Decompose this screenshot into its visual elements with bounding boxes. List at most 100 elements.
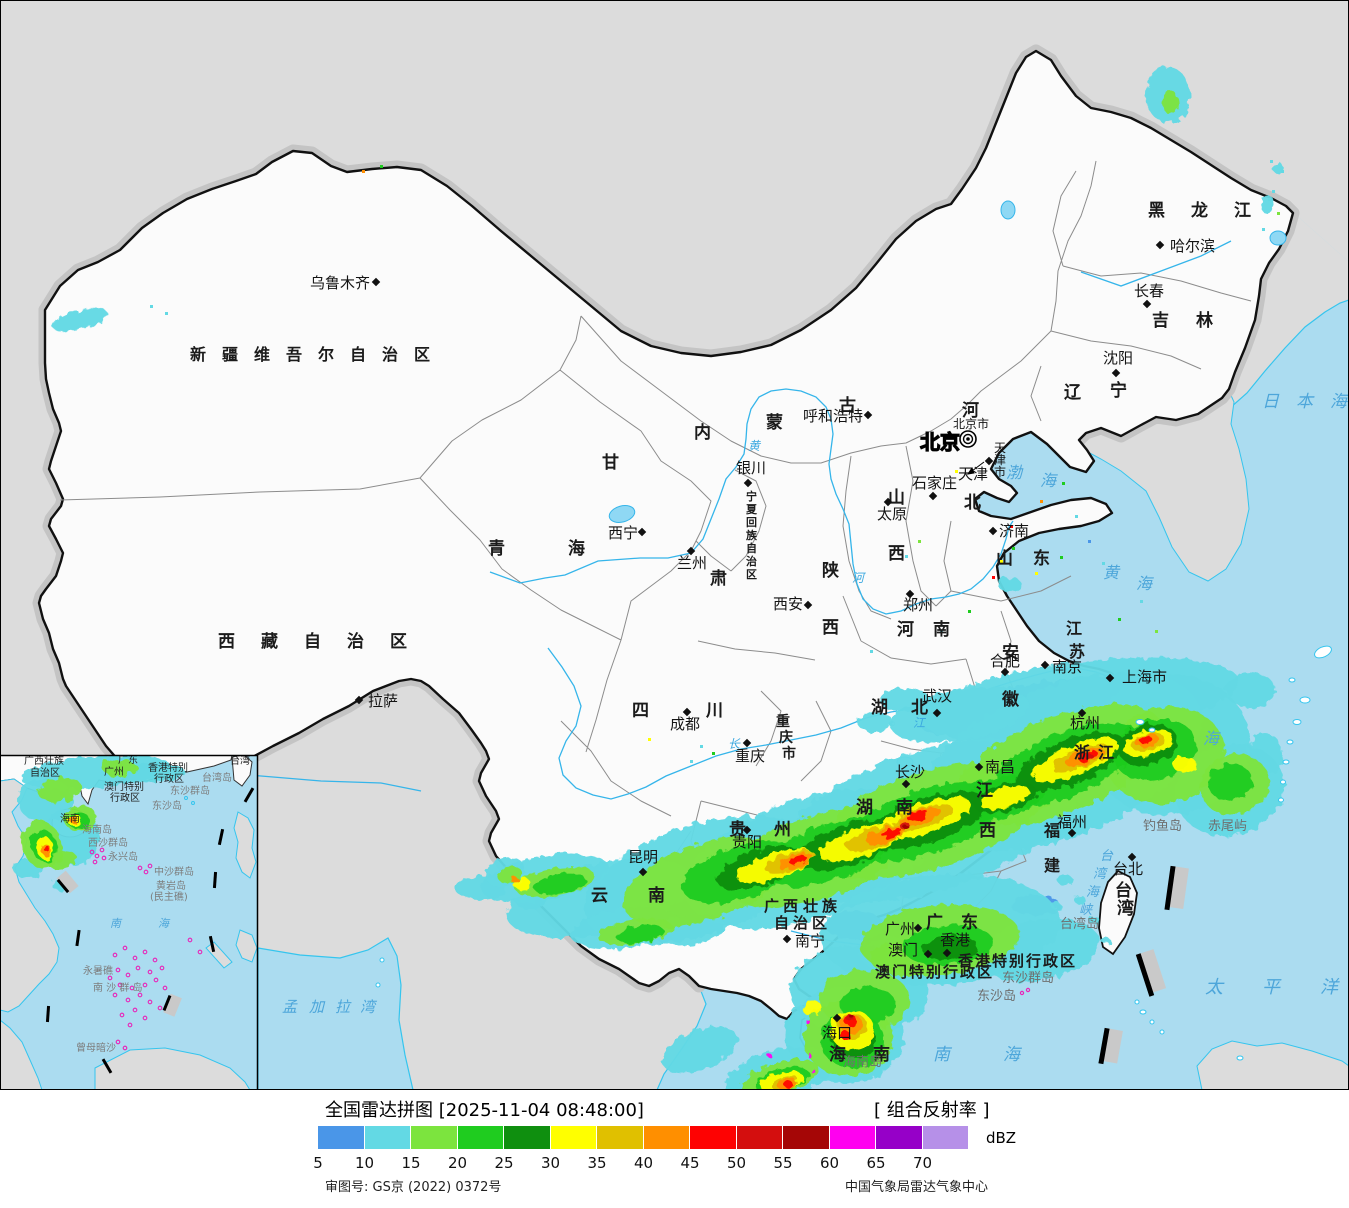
- radar-speckle: [380, 165, 383, 168]
- prov-label: 自: [304, 631, 321, 652]
- scale-tick-60: 60: [819, 1154, 840, 1172]
- prov-label: 广: [926, 912, 943, 933]
- scale-cell-40: [643, 1126, 690, 1149]
- inset-atoll-mark: [135, 965, 141, 971]
- prov-label: 南: [648, 885, 665, 906]
- inset-label: 曾母暗沙: [76, 1041, 116, 1054]
- inset-label: (民主礁): [150, 890, 188, 903]
- prov-label: 甘: [602, 452, 619, 473]
- inset-atoll-mark: [112, 952, 118, 958]
- prov-label: 南: [896, 797, 913, 818]
- radar-speckle: [1075, 515, 1078, 518]
- sea-label: 海: [1003, 1045, 1023, 1065]
- city-label: 武汉: [922, 687, 952, 705]
- inset-foreign-land: [0, 1019, 43, 1090]
- islet: [1148, 727, 1156, 733]
- prov-label: 南: [873, 1044, 890, 1065]
- boundary-dashes-and-islets: [375, 645, 1332, 1065]
- city-label: 南宁: [795, 932, 825, 950]
- city-label: 呼和浩特: [803, 407, 863, 425]
- prov-label: 浙: [1074, 743, 1090, 762]
- inset-foreign-land: [233, 811, 257, 879]
- inset-atoll-mark: [115, 967, 121, 973]
- radar-speckle: [712, 752, 715, 755]
- legend-product-label: [ 组合反射率 ]: [874, 1100, 990, 1121]
- prov-label: 湖: [871, 698, 888, 718]
- city-label: 乌鲁木齐: [310, 274, 370, 292]
- inset-atoll-mark: [125, 972, 131, 978]
- inset-boundary-dash: [101, 1058, 113, 1074]
- scale-cell-35: [597, 1126, 644, 1149]
- inset-foreign-land: [94, 1047, 251, 1090]
- city-label: 兰州: [677, 554, 707, 572]
- prov-label: 壮: [803, 897, 818, 915]
- radar-speckle: [1277, 212, 1280, 215]
- inset-atoll-mark: [92, 859, 98, 865]
- inset-atoll-mark: [159, 965, 165, 971]
- tianjin-leader-arrow: [966, 461, 985, 475]
- sea-label: 黄: [1103, 563, 1121, 582]
- prov-label: 东: [1033, 548, 1050, 569]
- city-label: 香港: [940, 931, 970, 949]
- sea-label: 日: [1262, 392, 1280, 412]
- radar-echo-30dbz: [1173, 757, 1197, 773]
- prov-label: 藏: [261, 632, 278, 652]
- radar-speckle: [690, 760, 693, 763]
- city-marker: [1111, 368, 1121, 378]
- inset-atoll-mark: [142, 949, 148, 955]
- prov-label: 治: [347, 631, 364, 652]
- radar-speckle: [1140, 600, 1143, 603]
- city-label: 西宁: [608, 524, 638, 542]
- river: [489, 388, 1014, 615]
- scale-tick-35: 35: [587, 1154, 607, 1172]
- atoll-mark: [1019, 990, 1025, 996]
- city-marker: [942, 948, 952, 958]
- inset-label: 香港特别: [148, 762, 188, 774]
- inset-atoll-mark: [147, 999, 153, 1005]
- radar-speckle: [870, 650, 873, 653]
- radar-echo-10dbz: [661, 1026, 739, 1074]
- radar-echo-10dbz: [1051, 902, 1061, 910]
- radar-echo-10dbz: [1225, 672, 1275, 708]
- city-marker: [1142, 299, 1152, 309]
- sea-label: 湾: [1093, 866, 1108, 882]
- inset-border: [0, 754, 259, 1090]
- scale-tick-30: 30: [540, 1154, 561, 1172]
- scale-cell-30: [550, 1126, 597, 1149]
- inset-atoll-mark: [119, 1012, 125, 1018]
- prov-label: 区: [977, 963, 992, 981]
- city-label: 郑州: [903, 596, 933, 614]
- radar-speckle: [1272, 190, 1275, 193]
- inset-atoll-mark: [157, 1005, 163, 1011]
- lake: [608, 505, 636, 523]
- scale-cell-65: [876, 1126, 923, 1149]
- scale-tick-40: 40: [633, 1154, 654, 1172]
- boundary-dash: [1164, 865, 1176, 911]
- radar-echo-10dbz: [1273, 162, 1283, 174]
- radar-speckle: [1270, 160, 1273, 163]
- radar-echo-55dbz: [903, 825, 909, 829]
- legend-title: 全国雷达拼图 [2025-11-04 08:48:00]: [325, 1100, 644, 1121]
- misc-label: 市: [994, 464, 1006, 479]
- radar-speckle: [1000, 560, 1003, 563]
- prov-label: 行: [942, 963, 958, 981]
- prov-label: 福: [1043, 821, 1060, 840]
- radar-echo-10dbz: [52, 307, 108, 333]
- prov-label: 政: [1043, 952, 1059, 970]
- scale-cell-15: [411, 1126, 458, 1149]
- prov-label: 湾: [1117, 898, 1134, 919]
- radar-echo-40dbz: [510, 876, 518, 882]
- inset-label: 行政区: [154, 772, 184, 785]
- prov-label: 区: [390, 632, 407, 652]
- scale-tick-50: 50: [726, 1154, 747, 1172]
- sea-label: 湾: [360, 998, 378, 1016]
- sea-label: 南: [933, 1045, 953, 1065]
- island-label: 东沙群岛: [1002, 970, 1054, 986]
- inset-label: 行政区: [110, 791, 140, 804]
- prov-label: 贵: [729, 819, 746, 840]
- beijing-capital-icon: [959, 430, 977, 448]
- radar-speckle: [1040, 500, 1043, 503]
- agency-credit: 中国气象局雷达气象中心: [845, 1180, 989, 1195]
- dbz-color-scale: [318, 1126, 969, 1149]
- prov-label: 政: [960, 963, 976, 981]
